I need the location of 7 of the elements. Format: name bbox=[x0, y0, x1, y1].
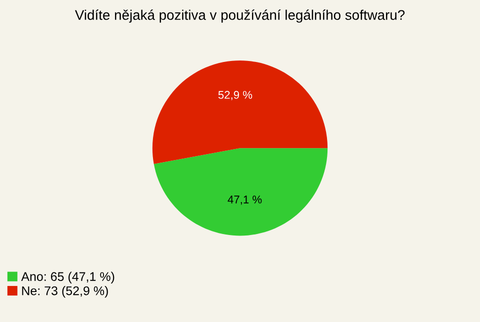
pie-slice bbox=[152, 60, 328, 164]
legend-label: Ano: 65 (47,1 %) bbox=[21, 272, 114, 284]
legend-label: Ne: 73 (52,9 %) bbox=[22, 286, 108, 298]
pie-slice bbox=[154, 148, 328, 236]
chart-title: Vidíte nějaká pozitiva v používání legálního softwaru? bbox=[74, 10, 405, 23]
data-label: 47,1 % bbox=[228, 196, 262, 205]
data-label: 52,9 % bbox=[218, 90, 252, 100]
